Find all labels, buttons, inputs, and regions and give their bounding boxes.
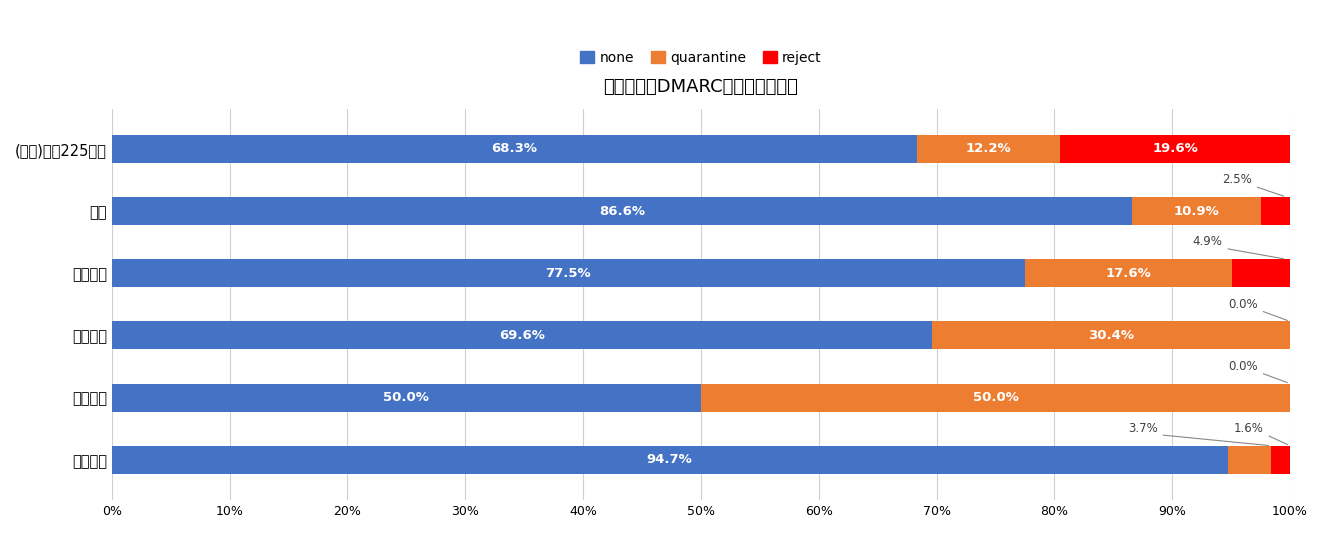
Text: 12.2%: 12.2% <box>966 142 1011 156</box>
Bar <box>111 259 1025 287</box>
Bar <box>111 321 931 350</box>
Bar <box>1271 446 1290 474</box>
Text: 50.0%: 50.0% <box>972 391 1019 404</box>
Title: 大学種別のDMARCポリシー設定率: 大学種別のDMARCポリシー設定率 <box>603 78 798 96</box>
Text: 19.6%: 19.6% <box>1152 142 1199 156</box>
Bar <box>1228 446 1271 474</box>
Text: 0.0%: 0.0% <box>1228 297 1258 311</box>
Text: 50.0%: 50.0% <box>384 391 429 404</box>
Text: 68.3%: 68.3% <box>491 142 537 156</box>
Text: 2.5%: 2.5% <box>1222 173 1252 186</box>
Text: 69.6%: 69.6% <box>499 329 545 342</box>
Bar <box>931 321 1290 350</box>
Bar <box>1132 197 1261 225</box>
Text: 0.0%: 0.0% <box>1228 360 1258 373</box>
Bar <box>1060 135 1291 163</box>
Text: 17.6%: 17.6% <box>1106 267 1151 280</box>
Bar <box>1261 197 1290 225</box>
Bar <box>111 446 1228 474</box>
Text: 10.9%: 10.9% <box>1174 205 1220 217</box>
Text: 3.7%: 3.7% <box>1129 422 1158 435</box>
Bar <box>701 384 1290 411</box>
Bar <box>917 135 1060 163</box>
Legend: none, quarantine, reject: none, quarantine, reject <box>574 45 827 70</box>
Text: 77.5%: 77.5% <box>545 267 591 280</box>
Text: 1.6%: 1.6% <box>1234 422 1263 435</box>
Text: 4.9%: 4.9% <box>1192 236 1222 248</box>
Bar <box>1232 259 1290 287</box>
Text: 30.4%: 30.4% <box>1088 329 1134 342</box>
Text: 86.6%: 86.6% <box>599 205 644 217</box>
Bar <box>111 197 1132 225</box>
Bar <box>1025 259 1232 287</box>
Bar <box>111 384 701 411</box>
Text: 94.7%: 94.7% <box>647 453 692 466</box>
Bar <box>111 135 917 163</box>
